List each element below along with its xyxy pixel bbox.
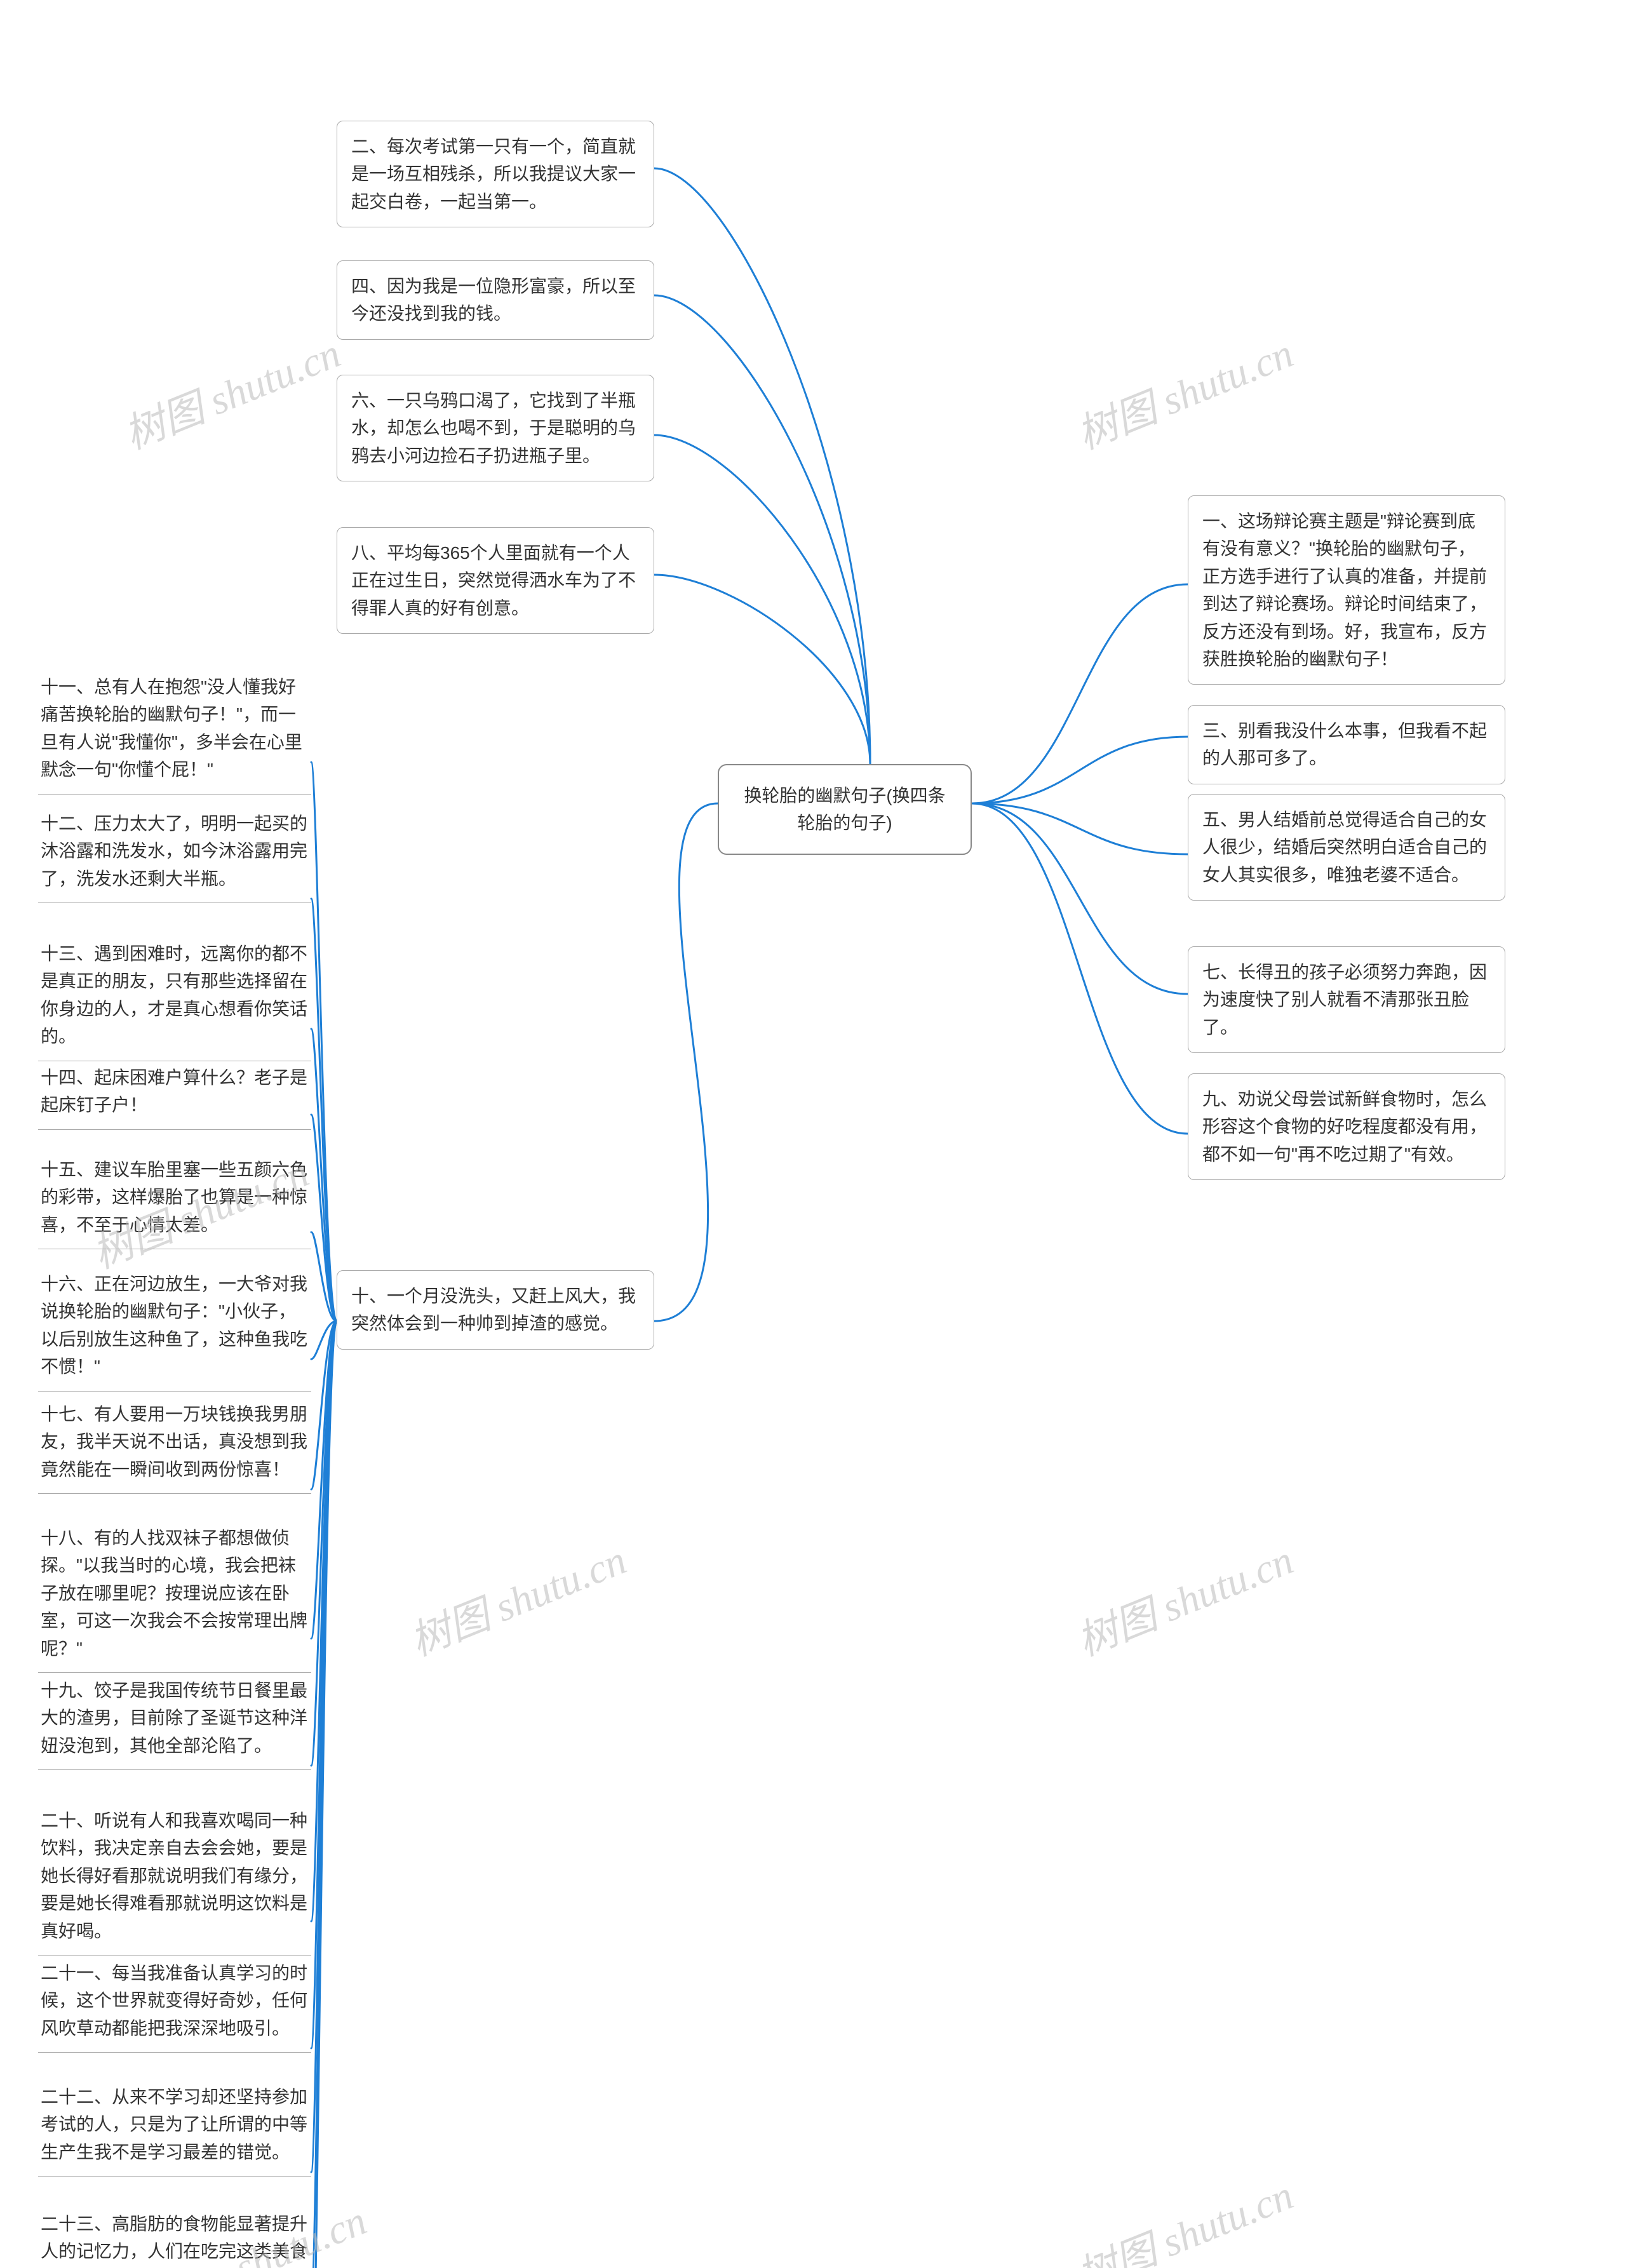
right-node: 三、别看我没什么本事，但我看不起的人那可多了。 (1188, 705, 1505, 784)
top-node: 六、一只乌鸦口渴了，它找到了半瓶水，却怎么也喝不到，于是聪明的乌鸦去小河边捡石子… (337, 375, 654, 481)
top-node: 二、每次考试第一只有一个，简直就是一场互相残杀，所以我提议大家一起交白卷，一起当… (337, 121, 654, 227)
watermark: 树图 shutu.cn (1067, 2163, 1300, 2268)
watermark: 树图 shutu.cn (1067, 321, 1300, 460)
grandchild-node: 二十三、高脂肪的食物能显著提升人的记忆力，人们在吃完这类美食物之后通常都会突然想… (38, 2204, 311, 2268)
grandchild-node: 二十、听说有人和我喜欢喝同一种饮料，我决定亲自去会会她，要是她长得好看那就说明我… (38, 1801, 311, 1956)
grandchild-node: 十一、总有人在抱怨"没人懂我好痛苦换轮胎的幽默句子！"，而一旦有人说"我懂你"，… (38, 667, 311, 795)
right-node: 一、这场辩论赛主题是"辩论赛到底有没有意义？"换轮胎的幽默句子，正方选手进行了认… (1188, 495, 1505, 685)
grandchild-node: 十七、有人要用一万块钱换我男朋友，我半天说不出话，真没想到我竟然能在一瞬间收到两… (38, 1394, 311, 1494)
watermark: 树图 shutu.cn (114, 321, 347, 460)
watermark: 树图 shutu.cn (1067, 1527, 1300, 1667)
grandchild-node: 十二、压力太大了，明明一起买的沐浴露和洗发水，如今沐浴露用完了，洗发水还剩大半瓶… (38, 803, 311, 903)
grandchild-node: 十三、遇到困难时，远离你的都不是真正的朋友，只有那些选择留在你身边的人，才是真心… (38, 934, 311, 1061)
right-node: 五、男人结婚前总觉得适合自己的女人很少，结婚后突然明白适合自己的女人其实很多，唯… (1188, 794, 1505, 901)
watermark: 树图 shutu.cn (400, 1527, 633, 1667)
top-node: 四、因为我是一位隐形富豪，所以至今还没找到我的钱。 (337, 260, 654, 340)
grandchild-node: 十八、有的人找双袜子都想做侦探。"以我当时的心境，我会把袜子放在哪里呢？按理说应… (38, 1518, 311, 1673)
right-node: 七、长得丑的孩子必须努力奔跑，因为速度快了别人就看不清那张丑脸了。 (1188, 946, 1505, 1053)
grandchild-node: 十五、建议车胎里塞一些五颜六色的彩带，这样爆胎了也算是一种惊喜，不至于心情太差。 (38, 1150, 311, 1249)
root-node: 换轮胎的幽默句子(换四条轮胎的句子) (718, 764, 972, 855)
grandchild-node: 二十一、每当我准备认真学习的时候，这个世界就变得好奇妙，任何风吹草动都能把我深深… (38, 1953, 311, 2053)
grandchild-node: 十六、正在河边放生，一大爷对我说换轮胎的幽默句子："小伙子，以后别放生这种鱼了，… (38, 1264, 311, 1392)
top-node: 八、平均每365个人里面就有一个人正在过生日，突然觉得洒水车为了不得罪人真的好有… (337, 527, 654, 634)
right-node: 九、劝说父母尝试新鲜食物时，怎么形容这个食物的好吃程度都没有用，都不如一句"再不… (1188, 1073, 1505, 1180)
grandchild-node: 二十二、从来不学习却还坚持参加考试的人，只是为了让所谓的中等生产生我不是学习最差… (38, 2077, 311, 2177)
child-node-10: 十、一个月没洗头，又赶上风大，我突然体会到一种帅到掉渣的感觉。 (337, 1270, 654, 1350)
grandchild-node: 十九、饺子是我国传统节日餐里最大的渣男，目前除了圣诞节这种洋妞没泡到，其他全部沦… (38, 1670, 311, 1770)
grandchild-node: 十四、起床困难户算什么？老子是起床钉子户！ (38, 1057, 311, 1130)
